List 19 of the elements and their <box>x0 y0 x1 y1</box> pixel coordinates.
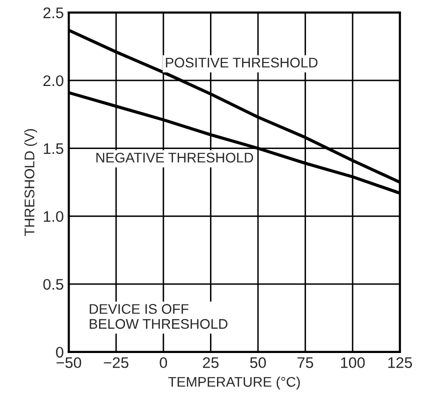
x-tick-label: 50 <box>250 357 266 368</box>
y-tick-label: 1.5 <box>44 143 64 154</box>
annotation: DEVICE IS OFF BELOW THRESHOLD <box>90 304 228 329</box>
x-tick-label: 125 <box>388 357 412 368</box>
y-tick-label: 2.5 <box>43 7 64 18</box>
x-axis-title: TEMPERATURE (°C) <box>168 376 300 390</box>
y-tick-label: 1.0 <box>44 211 64 222</box>
x-tick-label: 25 <box>202 357 219 368</box>
y-tick-label: 0 <box>56 346 64 358</box>
x-tick-label: −25 <box>104 357 128 368</box>
x-tick-label: 0 <box>160 357 168 368</box>
annotation: POSITIVE THRESHOLD <box>166 58 318 68</box>
annotation: NEGATIVE THRESHOLD <box>96 152 254 163</box>
x-tick-label: 100 <box>341 357 365 368</box>
x-tick-label: −50 <box>56 357 82 368</box>
y-axis-title: THRESHOLD (V) <box>24 129 38 236</box>
y-tick-label: 2.0 <box>43 75 64 86</box>
y-tick-label: 0.5 <box>43 278 64 290</box>
x-tick-label: 75 <box>298 357 314 368</box>
